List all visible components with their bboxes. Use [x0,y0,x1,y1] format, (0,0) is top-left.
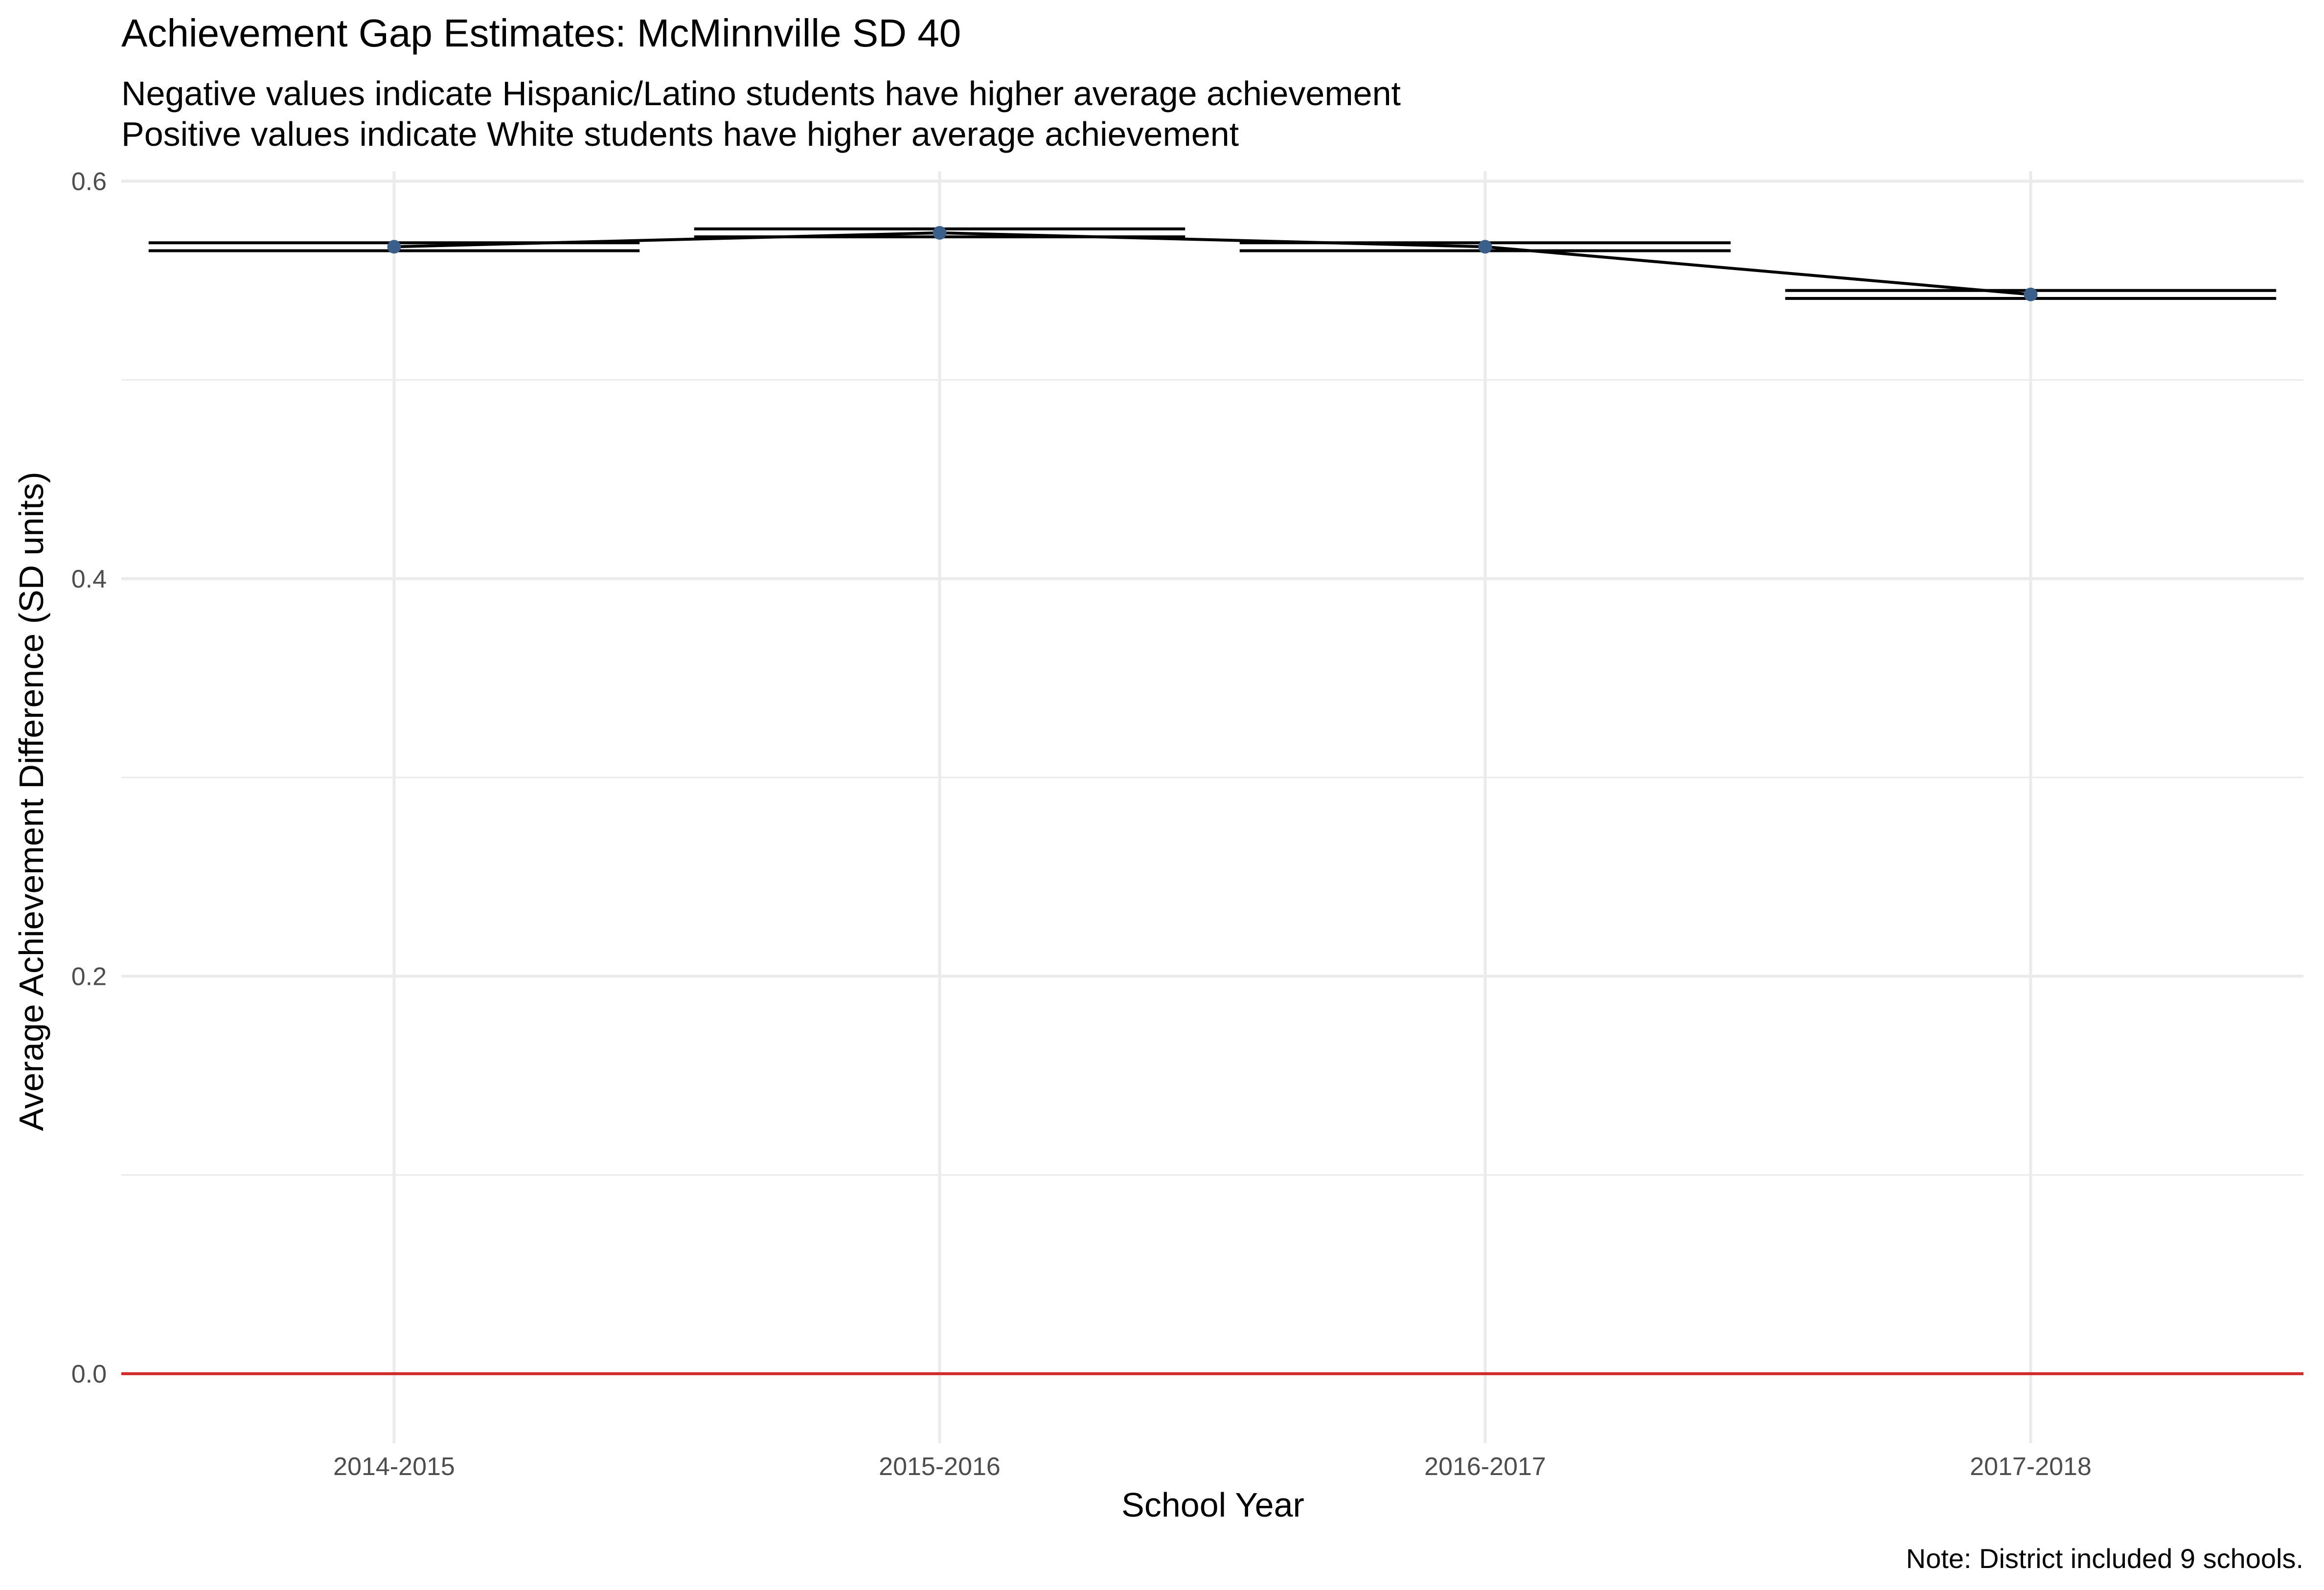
y-tick-label: 0.4 [71,565,107,593]
data-point [387,240,401,254]
data-points [387,226,2038,301]
chart-subtitle-line-1: Negative values indicate Hispanic/Latino… [121,74,1401,113]
x-tick-label: 2015-2016 [879,1453,1001,1481]
y-tick-label: 0.2 [71,962,107,991]
data-point [1478,240,1492,254]
x-axis-title: School Year [1121,1486,1304,1524]
x-tick-label: 2017-2018 [1970,1453,2092,1481]
data-point [2024,287,2038,301]
data-point [933,226,947,240]
series-line [394,231,2031,296]
chart-title: Achievement Gap Estimates: McMinnville S… [121,11,961,55]
x-tick-label: 2014-2015 [333,1453,455,1481]
y-tick-label: 0.0 [71,1360,107,1388]
y-axis-tick-labels: 0.0 0.2 0.4 0.6 [71,167,107,1388]
series-line-group [394,231,2031,296]
y-axis-title: Average Achievement Difference (SD units… [12,472,50,1131]
y-tick-label: 0.6 [71,167,107,196]
chart-caption: Note: District included 9 schools. [1906,1543,2303,1574]
chart-subtitle-line-2: Positive values indicate White students … [121,115,1239,153]
x-axis-tick-labels: 2014-2015 2015-2016 2016-2017 2017-2018 [333,1453,2092,1481]
grid-lines [121,171,2303,1443]
x-tick-label: 2016-2017 [1424,1453,1546,1481]
